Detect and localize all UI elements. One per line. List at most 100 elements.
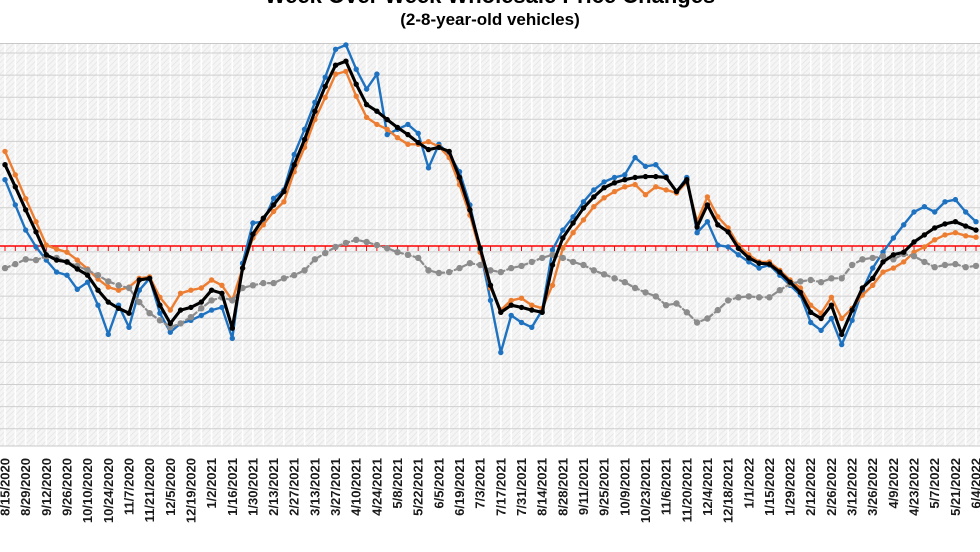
orange-series-marker	[270, 208, 277, 215]
black-series-marker	[157, 302, 163, 308]
blue-series-marker	[746, 259, 752, 265]
orange-series-marker	[64, 249, 70, 255]
black-series-marker	[601, 185, 607, 191]
blue-series-marker	[508, 312, 514, 319]
orange-series-marker	[921, 244, 928, 250]
gray-dotted-series-marker	[32, 256, 40, 264]
blue-series-marker	[839, 341, 845, 348]
gray-dotted-series-marker	[848, 261, 856, 269]
orange-series-marker	[384, 126, 390, 132]
x-axis-label: 8/28/2021	[555, 458, 570, 516]
orange-series-marker	[2, 148, 8, 155]
black-series-marker	[539, 309, 545, 315]
black-series-marker	[167, 320, 173, 327]
blue-series-marker	[653, 162, 659, 168]
black-series-marker	[859, 285, 866, 291]
gray-dotted-series-marker	[332, 243, 339, 251]
blue-series-marker	[828, 315, 835, 322]
gray-dotted-series-marker	[84, 267, 91, 274]
blue-series-marker	[219, 304, 225, 311]
x-axis-label: 4/23/2022	[907, 458, 922, 516]
blue-series-marker	[229, 335, 235, 342]
gray-dotted-series-marker	[94, 272, 102, 279]
gray-dotted-series-marker	[394, 249, 401, 256]
blue-series-marker	[601, 179, 607, 185]
black-series-marker	[425, 146, 432, 153]
gray-dotted-series-marker	[167, 324, 174, 331]
blue-series-marker	[322, 74, 328, 80]
black-series-marker	[580, 205, 587, 211]
orange-series-marker	[549, 282, 556, 288]
black-series-marker	[787, 279, 793, 285]
black-series-marker	[911, 239, 917, 245]
blue-series-marker	[549, 247, 556, 253]
gray-dotted-series-marker	[797, 278, 804, 285]
black-series-marker	[549, 262, 556, 268]
black-series-marker	[374, 108, 380, 114]
orange-series-marker	[374, 121, 380, 128]
x-axis-label: 5/8/2021	[390, 458, 405, 509]
orange-series-marker	[281, 199, 287, 205]
blue-series-marker	[353, 66, 359, 72]
gray-dotted-series-marker	[311, 256, 319, 263]
orange-series-marker	[973, 234, 979, 240]
blue-series-marker	[591, 187, 597, 193]
x-axis-label: 8/15/2020	[0, 458, 13, 516]
black-series-marker	[529, 307, 535, 313]
x-axis-label: 7/3/2021	[473, 458, 488, 509]
x-axis-label: 5/7/2022	[927, 458, 942, 509]
black-series-marker	[53, 257, 60, 263]
blue-series-marker	[580, 199, 587, 205]
gray-dotted-series-marker	[508, 264, 515, 272]
black-series-marker	[611, 180, 618, 186]
black-series-marker	[973, 227, 979, 233]
x-axis-label: 3/13/2021	[307, 458, 322, 516]
black-series-marker	[95, 287, 101, 293]
gray-dotted-series-marker	[569, 258, 577, 266]
blue-series-marker	[415, 130, 421, 136]
gray-dotted-series-marker	[528, 258, 535, 266]
blue-series-marker	[167, 329, 173, 335]
gray-dotted-series-marker	[22, 256, 29, 263]
orange-series-marker	[880, 269, 886, 275]
black-series-marker	[239, 265, 246, 271]
orange-series-marker	[932, 237, 938, 243]
x-axis-label: 10/23/2021	[638, 458, 653, 523]
orange-series-marker	[198, 285, 204, 291]
gray-dotted-series-marker	[693, 319, 701, 326]
x-axis-label: 6/5/2021	[431, 458, 446, 509]
black-series-marker	[756, 260, 762, 266]
gray-dotted-series-marker	[187, 314, 195, 321]
gray-dotted-series-marker	[600, 271, 608, 278]
orange-series-marker	[653, 184, 659, 190]
black-series-marker	[849, 307, 855, 313]
black-series-marker	[84, 272, 91, 278]
gray-dotted-series-marker	[745, 293, 752, 300]
x-axis-label: 6/19/2021	[452, 458, 467, 516]
black-series-marker	[436, 144, 442, 151]
gray-dotted-series-marker	[735, 294, 742, 301]
gray-dotted-series-marker	[208, 297, 215, 304]
gray-dotted-series-marker	[941, 261, 949, 269]
blue-series-marker	[301, 126, 308, 132]
black-series-marker	[777, 269, 783, 275]
gray-dotted-series-marker	[446, 268, 453, 276]
x-axis-label: 1/29/2022	[783, 458, 798, 516]
x-axis-label: 9/11/2021	[576, 458, 591, 515]
black-series-marker	[653, 173, 659, 180]
orange-series-marker	[167, 307, 173, 313]
blue-series-marker	[725, 244, 731, 250]
orange-series-marker	[43, 242, 49, 248]
orange-series-marker	[632, 181, 638, 188]
orange-series-marker	[601, 195, 607, 201]
gray-dotted-series-marker	[962, 264, 969, 271]
blue-series-marker	[23, 227, 29, 233]
black-series-markers	[2, 58, 979, 338]
x-axis-label: 11/21/2020	[142, 458, 157, 522]
x-axis-label: 10/9/2021	[617, 458, 632, 516]
black-series-marker	[932, 225, 938, 231]
x-axis-label: 2/13/2021	[266, 458, 281, 516]
gray-dotted-series-marker	[105, 278, 112, 285]
blue-series-marker	[694, 230, 700, 236]
gray-dotted-series-marker	[838, 275, 845, 282]
